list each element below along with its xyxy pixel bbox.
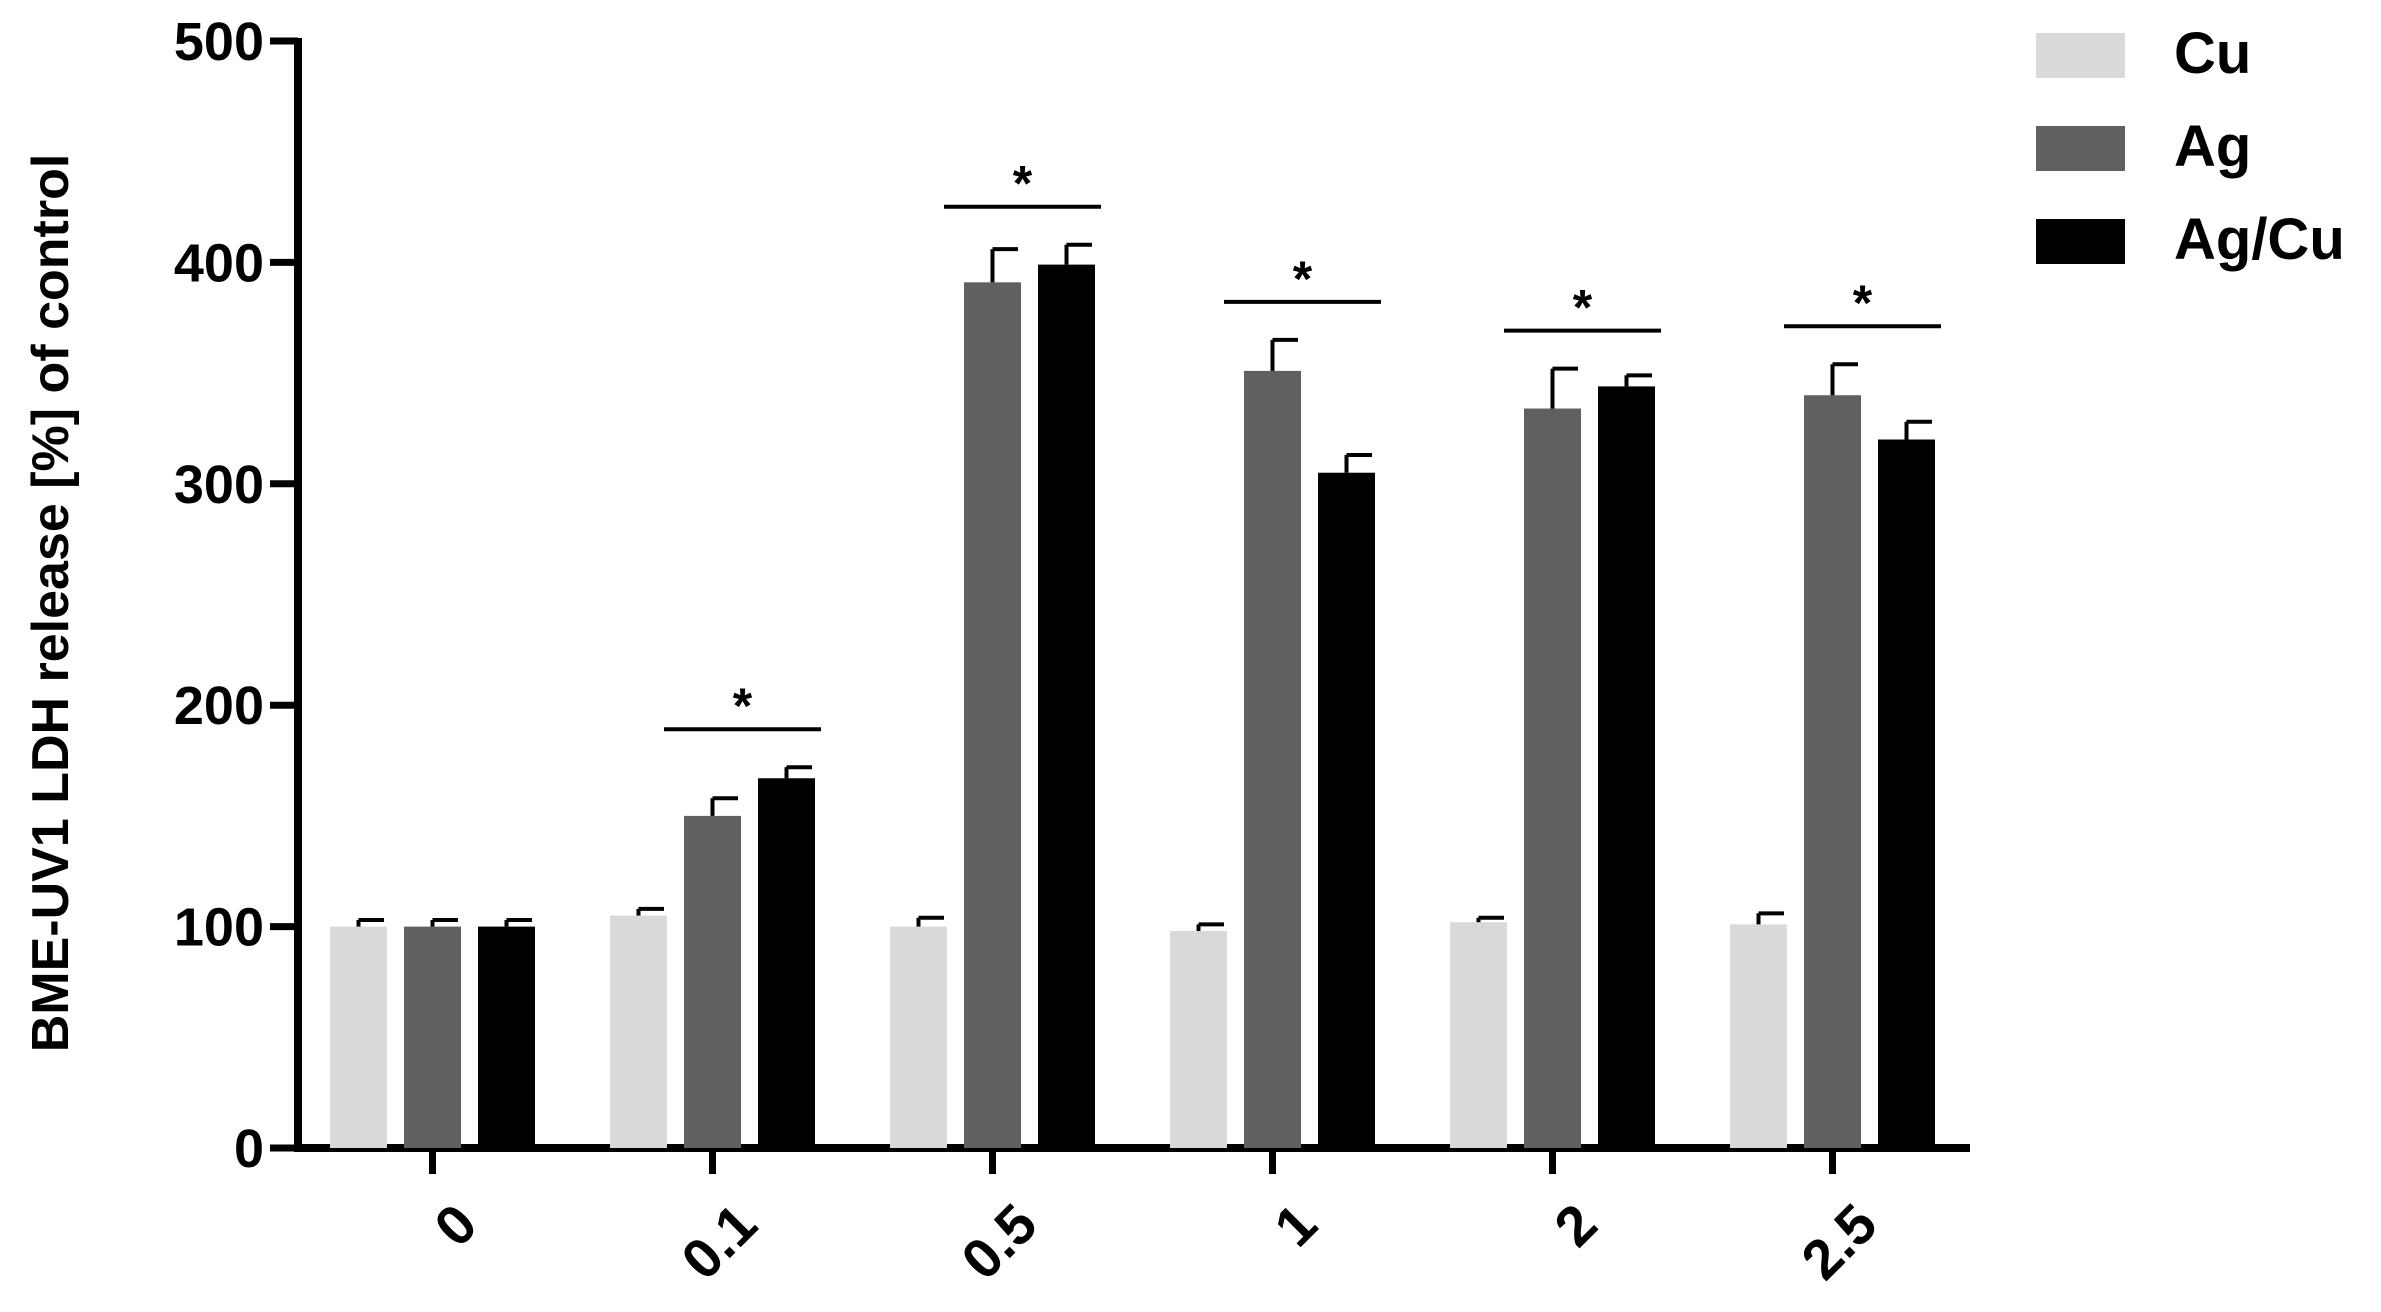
bar xyxy=(1598,386,1655,1148)
legend-label: Ag xyxy=(2174,114,2251,179)
legend-swatch xyxy=(2036,33,2125,78)
bar xyxy=(758,778,815,1148)
plot-area: 0 100 200 300 400 500 0 0.1 0.5 1 2 2.5 * * * * * xyxy=(174,12,1970,1291)
bar xyxy=(1730,924,1787,1148)
bar xyxy=(964,282,1021,1148)
bar xyxy=(1524,408,1581,1148)
significance-marker: * xyxy=(1853,275,1873,331)
bar xyxy=(684,815,741,1148)
bar xyxy=(330,926,387,1148)
bar xyxy=(404,926,461,1148)
x-tick-label: 0 xyxy=(422,1192,489,1259)
y-tick-label: 100 xyxy=(174,898,264,958)
legend-swatch xyxy=(2036,126,2125,171)
legend-swatch xyxy=(2036,219,2125,264)
bar xyxy=(1318,472,1375,1149)
x-tick-label: 0.1 xyxy=(669,1192,769,1292)
bar xyxy=(1244,370,1301,1148)
bar xyxy=(1804,395,1861,1148)
bar xyxy=(478,926,535,1148)
bar xyxy=(1878,439,1935,1148)
x-tick-label: 2 xyxy=(1542,1192,1609,1259)
legend: Cu Ag Ag/Cu xyxy=(2036,21,2345,272)
bar xyxy=(1038,264,1095,1148)
x-tick-label: 0.5 xyxy=(949,1192,1049,1292)
y-tick-label: 400 xyxy=(174,233,264,293)
bar xyxy=(610,915,667,1148)
bar xyxy=(1450,922,1507,1148)
significance-marker: * xyxy=(1293,251,1313,307)
significance-marker: * xyxy=(1013,156,1033,212)
y-tick-label: 500 xyxy=(174,12,264,72)
y-axis-label: BME-UV1 LDH release [%] of control xyxy=(22,154,80,1053)
bar xyxy=(1170,931,1227,1148)
significance-marker: * xyxy=(1573,280,1593,336)
significance-marker: * xyxy=(733,678,753,734)
legend-label: Cu xyxy=(2174,21,2251,86)
x-tick-label: 1 xyxy=(1262,1192,1329,1259)
y-tick-label: 0 xyxy=(234,1119,264,1179)
y-tick-label: 300 xyxy=(174,455,264,515)
bar xyxy=(890,926,947,1148)
legend-label: Ag/Cu xyxy=(2174,207,2345,272)
y-tick-label: 200 xyxy=(174,676,264,736)
x-tick-label: 2.5 xyxy=(1789,1192,1889,1292)
